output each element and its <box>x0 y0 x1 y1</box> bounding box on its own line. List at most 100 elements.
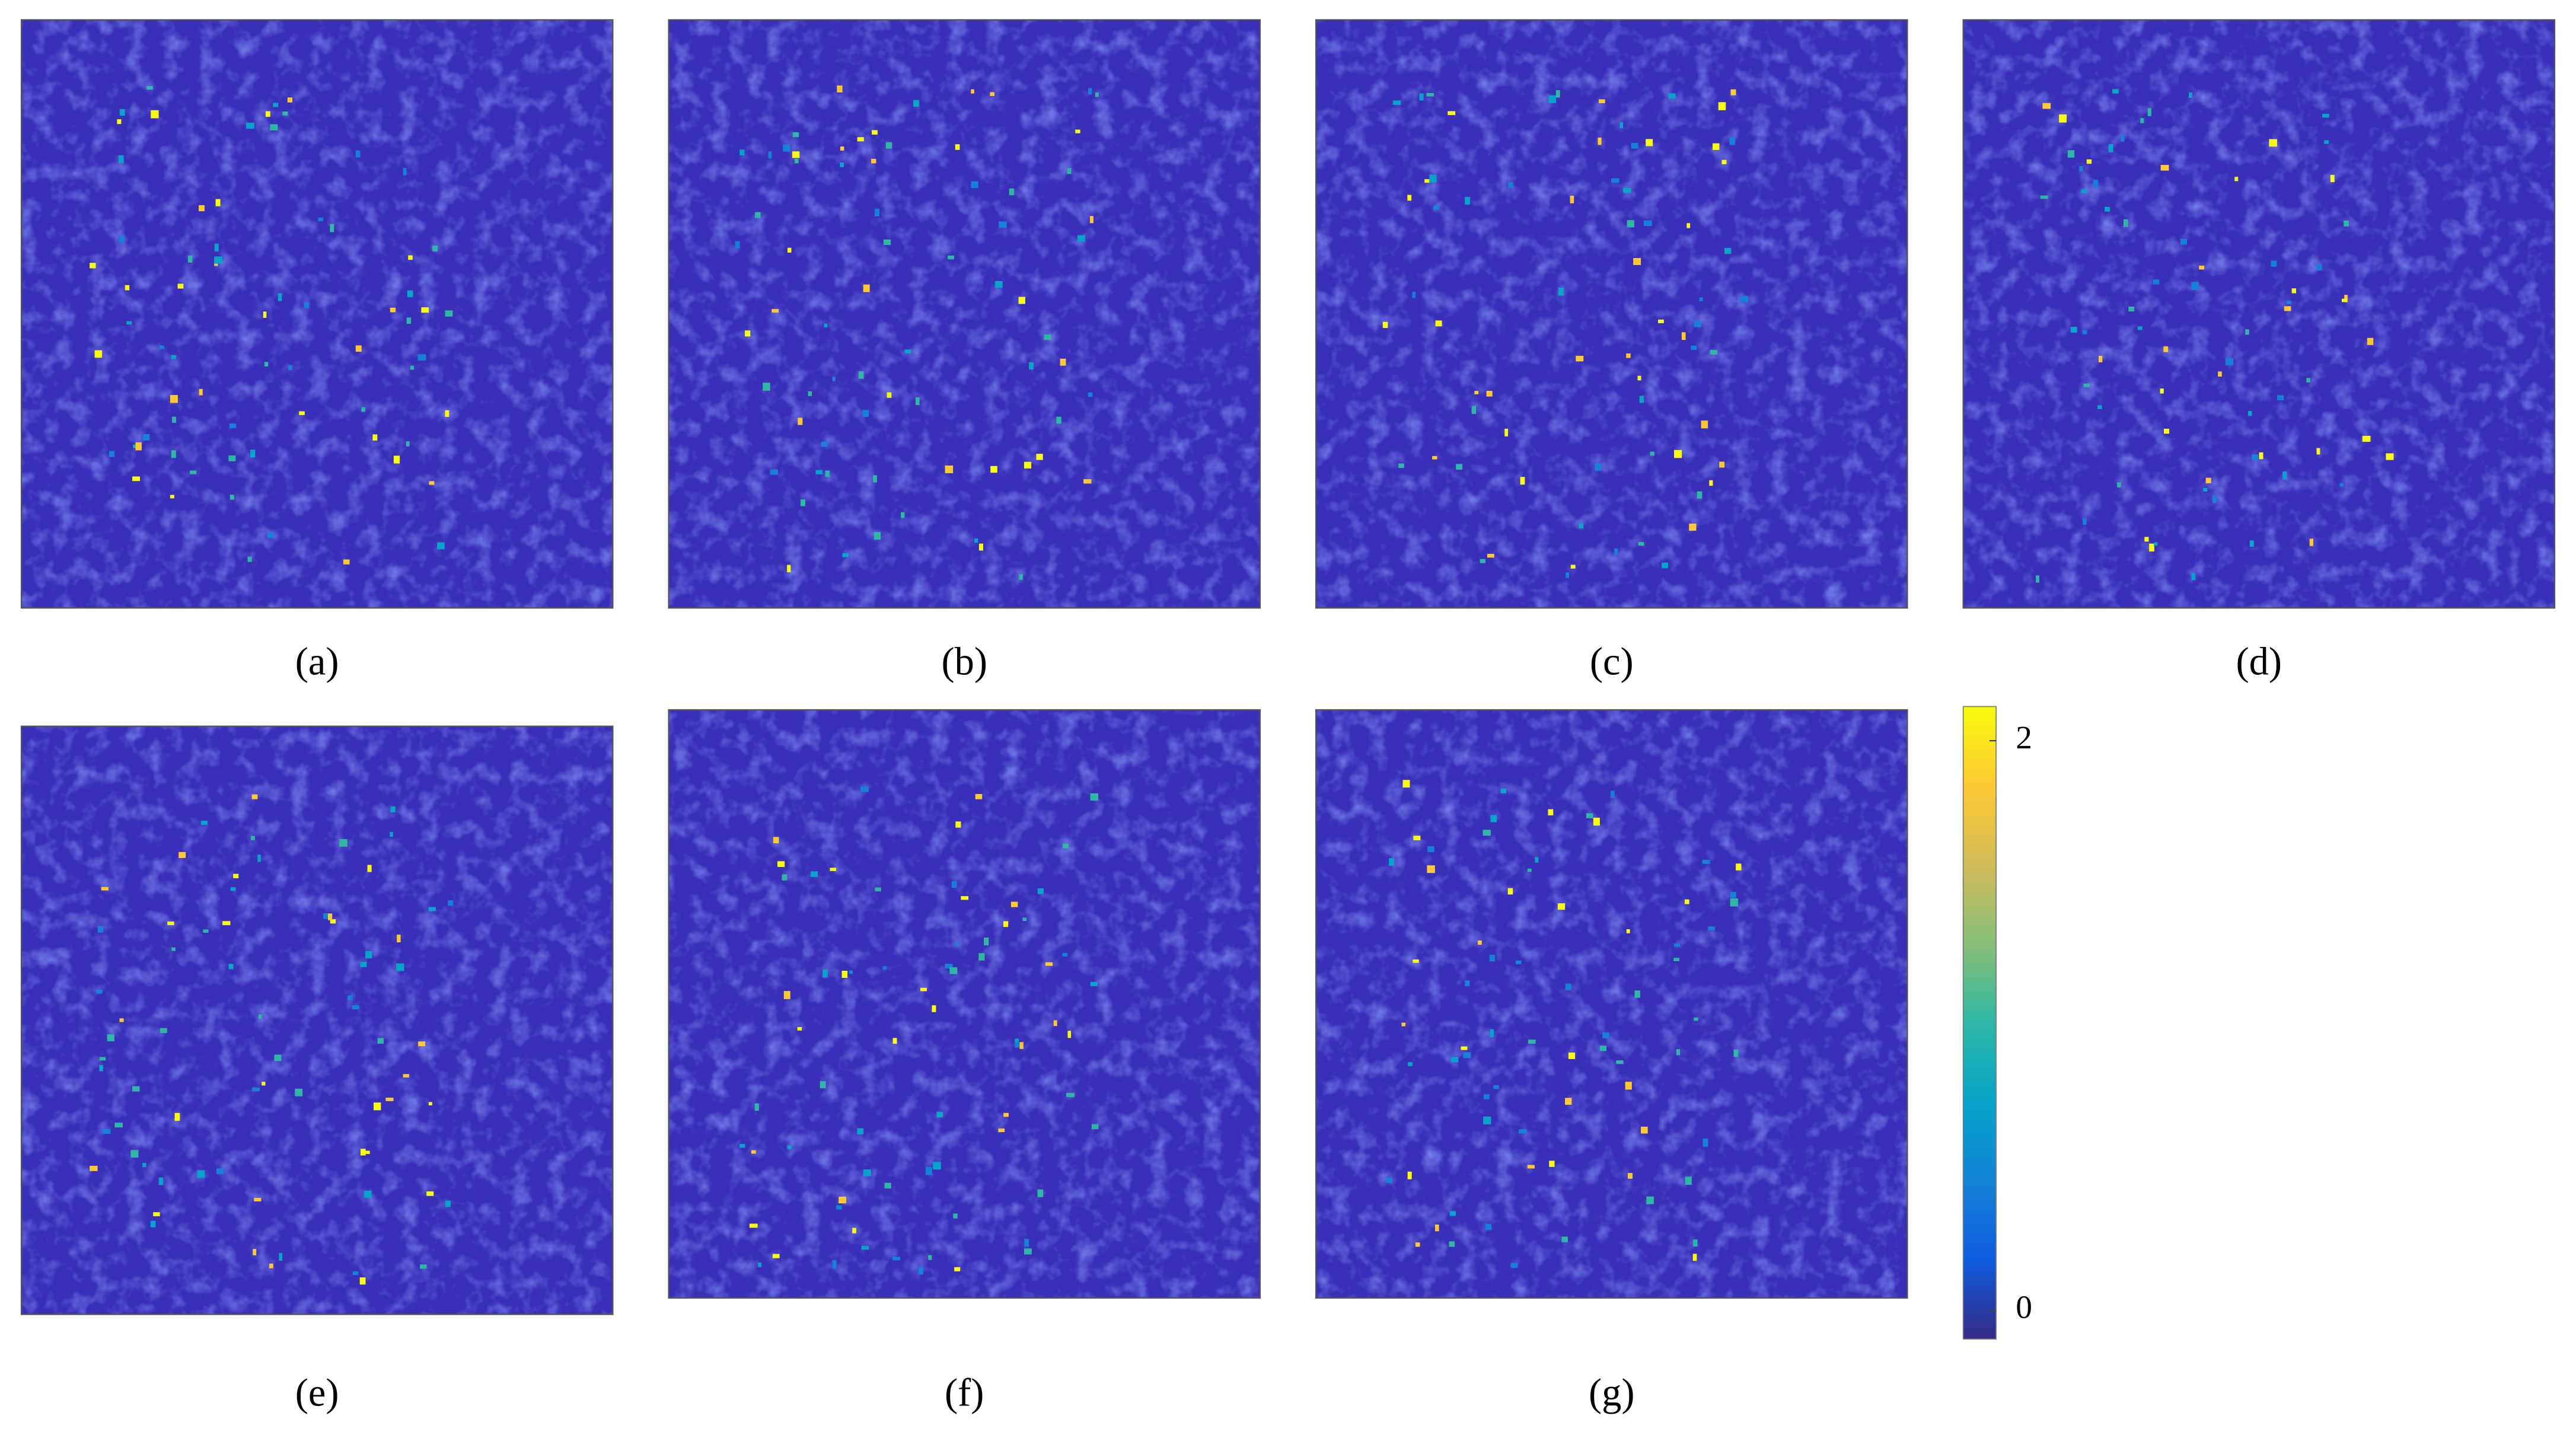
panel-spot <box>1500 788 1506 793</box>
panel-spot <box>330 919 336 924</box>
panel-spot <box>998 1128 1005 1133</box>
panel-spot <box>1490 815 1497 822</box>
panel-spot <box>849 970 853 974</box>
panel-spot <box>1478 940 1482 945</box>
panel-spot <box>2086 159 2092 164</box>
panel-spot <box>397 935 401 943</box>
panel-texture <box>668 709 1260 1298</box>
panel-spot <box>787 565 791 572</box>
panel-spot <box>936 1111 943 1118</box>
panel-spot <box>739 149 745 156</box>
panel-spot <box>171 355 176 359</box>
panel-spot <box>1685 1177 1692 1185</box>
panel-frame <box>20 725 614 1315</box>
panel-spot <box>264 362 269 366</box>
panel-spot <box>250 449 256 458</box>
panel-spot <box>1010 901 1018 907</box>
panel-spot <box>2117 482 2121 487</box>
panel-spot <box>951 881 957 888</box>
panel-spot <box>1684 899 1689 904</box>
panel-spot <box>365 951 372 959</box>
panel-spot <box>2070 327 2077 333</box>
panel-spot <box>2105 206 2110 212</box>
panel-spot <box>203 929 209 933</box>
panel-spot <box>861 1246 869 1250</box>
panel-spot <box>102 1128 111 1134</box>
panel-spot <box>97 926 104 933</box>
panel-spot <box>1090 981 1098 987</box>
panel-spot <box>1045 962 1053 966</box>
panel-spot <box>830 868 837 871</box>
panel-spot <box>1003 921 1009 927</box>
panel-spot <box>445 310 453 317</box>
panel-spot <box>2269 139 2277 147</box>
panel-spot <box>2163 346 2169 352</box>
panel-spot <box>428 907 436 911</box>
panel-spot <box>1658 319 1664 324</box>
panel-spot <box>1077 235 1085 242</box>
panel: (c) <box>1315 19 1908 683</box>
panel-spot <box>1633 258 1641 265</box>
panel-spot <box>172 416 176 423</box>
panel-spot <box>788 247 792 253</box>
panel-spot <box>228 455 236 461</box>
panel-spot <box>2203 487 2208 492</box>
panel-spot <box>1471 406 1477 415</box>
panel-spot <box>200 820 208 825</box>
panel-spot <box>1483 1116 1491 1124</box>
panel-spot <box>915 397 920 406</box>
panel-spot <box>1018 297 1025 304</box>
panel-spot <box>862 410 869 417</box>
panel-spot <box>1681 332 1686 340</box>
panel-spot <box>2249 540 2254 547</box>
panel-spot <box>1015 1038 1019 1044</box>
panel-texture <box>668 20 1260 608</box>
panel-spot <box>2160 165 2169 171</box>
panel-spot <box>2341 298 2347 302</box>
panel-spot <box>2036 575 2039 583</box>
panel-spot <box>267 532 275 538</box>
panel-spot <box>233 873 239 878</box>
panel-spot <box>360 1149 366 1156</box>
panel-spot <box>1408 1062 1413 1066</box>
panel-spot <box>150 1220 156 1228</box>
panel-spot <box>1382 321 1388 329</box>
panel-spot <box>1701 420 1708 429</box>
panel-spot <box>2339 483 2344 487</box>
panel-spot <box>1490 1029 1494 1037</box>
panel-spot <box>1389 858 1394 866</box>
panel-spot <box>1702 859 1710 864</box>
panel-spot <box>1730 89 1736 95</box>
panel-spot <box>754 212 761 218</box>
panel-spot <box>875 887 881 892</box>
panel-spot <box>1699 297 1703 301</box>
panel-spot <box>1627 1173 1633 1179</box>
panel-frame <box>668 19 1261 609</box>
panel-spot <box>222 921 231 926</box>
panel-spot <box>1435 320 1442 327</box>
panel-spot <box>410 365 415 370</box>
panel-spot <box>883 239 891 246</box>
panel-spot <box>246 122 254 129</box>
panel-spot <box>429 481 435 485</box>
panel-spot <box>2097 405 2102 409</box>
panel-spot <box>1456 464 1463 470</box>
panel-spot <box>347 995 353 1000</box>
panel-spot <box>1566 572 1570 578</box>
panel-spot <box>258 1014 262 1019</box>
panel-spot <box>352 1271 359 1276</box>
panel-texture <box>1316 20 1908 608</box>
panel-spot <box>1662 562 1668 569</box>
panel-spot <box>2362 435 2371 442</box>
panel-spot <box>2191 573 2196 581</box>
panel-spot <box>1483 1094 1490 1099</box>
panel-spot <box>1558 287 1564 296</box>
panel-spot <box>365 1150 370 1155</box>
panel-spot <box>107 1034 114 1041</box>
panel-spot <box>2322 113 2329 118</box>
panel-spot <box>118 155 124 164</box>
panel-spot <box>327 913 333 920</box>
panel-spot <box>214 256 222 264</box>
panel: (a) <box>20 19 614 683</box>
panel-spot <box>2191 282 2199 291</box>
